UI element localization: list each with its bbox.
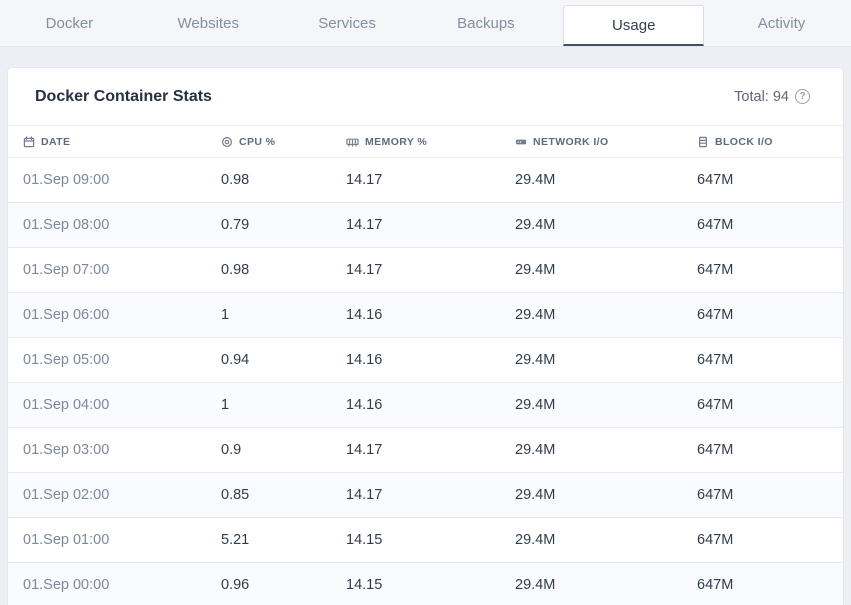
table-header: DATE CPU % MEMORY % NETWORK I/O BLOCK I/… [8, 125, 843, 158]
table-body: 01.Sep 09:00 0.98 14.17 29.4M 647M 01.Sep 08:… [8, 158, 843, 605]
cell-block-i-o: 647M [697, 307, 734, 323]
tab-label: Activity [757, 14, 806, 32]
cell-network-i-o: 29.4M [515, 442, 556, 458]
column-header-cpu: CPU % [221, 136, 346, 148]
tab-services[interactable]: Services [278, 0, 417, 46]
cell-memory: 14.15 [346, 577, 383, 593]
cell-network-i-o: 29.4M [515, 307, 556, 323]
cell-date: 01.Sep 09:00 [23, 172, 110, 188]
cell-network-i-o: 29.4M [515, 217, 556, 233]
cell-block-i-o: 647M [697, 262, 734, 278]
cell-date: 01.Sep 04:00 [23, 397, 110, 413]
cell-cpu: 0.85 [221, 487, 250, 503]
cell-cpu: 0.98 [221, 172, 250, 188]
cell-memory: 14.17 [346, 442, 383, 458]
cell-date: 01.Sep 08:00 [23, 217, 110, 233]
column-label: NETWORK I/O [533, 135, 609, 148]
cell-memory: 14.17 [346, 262, 383, 278]
column-label: DATE [41, 135, 71, 148]
cell-memory: 14.16 [346, 352, 383, 368]
column-label: BLOCK I/O [715, 135, 773, 148]
tab-label: Usage [612, 16, 656, 34]
cell-cpu: 0.79 [221, 217, 250, 233]
cell-date: 01.Sep 00:00 [23, 577, 110, 593]
cell-cpu: 5.21 [221, 532, 250, 548]
tab-label: Websites [177, 14, 239, 32]
tab-label: Backups [457, 14, 515, 32]
cell-network-i-o: 29.4M [515, 577, 556, 593]
tab-docker[interactable]: Docker [0, 0, 139, 46]
cell-block-i-o: 647M [697, 532, 734, 548]
table-row: 01.Sep 04:00 1 14.16 29.4M 647M [8, 383, 843, 428]
cell-cpu: 0.9 [221, 442, 242, 458]
stats-card: Docker Container Stats Total: 94 ? DATE … [8, 68, 843, 605]
tab-label: Docker [45, 14, 94, 32]
tab-bar: Docker Websites Services Backups Usage Activi… [0, 0, 851, 47]
tab-backups[interactable]: Backups [416, 0, 555, 46]
table-row: 01.Sep 00:00 0.96 14.15 29.4M 647M [8, 563, 843, 605]
block-icon [697, 136, 709, 148]
cell-network-i-o: 29.4M [515, 172, 556, 188]
network-icon [515, 136, 527, 148]
tab-label: Services [318, 14, 376, 32]
question-circle-icon[interactable]: ? [795, 89, 810, 104]
tab-websites[interactable]: Websites [139, 0, 278, 46]
cell-block-i-o: 647M [697, 217, 734, 233]
column-label: CPU % [239, 135, 276, 148]
table-row: 01.Sep 08:00 0.79 14.17 29.4M 647M [8, 203, 843, 248]
cell-date: 01.Sep 06:00 [23, 307, 110, 323]
cell-date: 01.Sep 01:00 [23, 532, 110, 548]
table-row: 01.Sep 07:00 0.98 14.17 29.4M 647M [8, 248, 843, 293]
column-header-memory: MEMORY % [346, 136, 515, 148]
calendar-icon [23, 135, 35, 148]
total-label: Total: 94 [734, 88, 789, 105]
card-header: Docker Container Stats Total: 94 ? [8, 68, 843, 125]
cell-cpu: 0.96 [221, 577, 250, 593]
cell-date: 01.Sep 07:00 [23, 262, 110, 278]
cell-cpu: 0.94 [221, 352, 250, 368]
table-row: 01.Sep 06:00 1 14.16 29.4M 647M [8, 293, 843, 338]
cell-network-i-o: 29.4M [515, 352, 556, 368]
cell-network-i-o: 29.4M [515, 532, 556, 548]
column-header-date: DATE [23, 136, 221, 148]
cell-memory: 14.16 [346, 307, 383, 323]
cell-block-i-o: 647M [697, 487, 734, 503]
cell-memory: 14.15 [346, 532, 383, 548]
table-row: 01.Sep 09:00 0.98 14.17 29.4M 647M [8, 158, 843, 203]
cell-network-i-o: 29.4M [515, 397, 556, 413]
memory-icon [346, 136, 359, 148]
tab-activity[interactable]: Activity [712, 0, 851, 46]
cpu-icon [221, 136, 233, 148]
cell-memory: 14.17 [346, 217, 383, 233]
cell-block-i-o: 647M [697, 442, 734, 458]
cell-block-i-o: 647M [697, 397, 734, 413]
column-header-block-i-o: BLOCK I/O [697, 136, 843, 148]
column-header-network-i-o: NETWORK I/O [515, 136, 697, 148]
cell-cpu: 0.98 [221, 262, 250, 278]
cell-memory: 14.17 [346, 487, 383, 503]
cell-memory: 14.17 [346, 172, 383, 188]
total-count: Total: 94 ? [734, 89, 810, 105]
table-row: 01.Sep 02:00 0.85 14.17 29.4M 647M [8, 473, 843, 518]
table-row: 01.Sep 01:00 5.21 14.15 29.4M 647M [8, 518, 843, 563]
page-title: Docker Container Stats [35, 87, 212, 105]
cell-block-i-o: 647M [697, 172, 734, 188]
cell-network-i-o: 29.4M [515, 262, 556, 278]
cell-block-i-o: 647M [697, 577, 734, 593]
table-row: 01.Sep 03:00 0.9 14.17 29.4M 647M [8, 428, 843, 473]
cell-date: 01.Sep 05:00 [23, 352, 110, 368]
cell-block-i-o: 647M [697, 352, 734, 368]
cell-date: 01.Sep 03:00 [23, 442, 110, 458]
cell-network-i-o: 29.4M [515, 487, 556, 503]
cell-memory: 14.16 [346, 397, 383, 413]
cell-cpu: 1 [221, 307, 230, 323]
cell-date: 01.Sep 02:00 [23, 487, 110, 503]
column-label: MEMORY % [365, 135, 428, 148]
cell-cpu: 1 [221, 397, 230, 413]
table-row: 01.Sep 05:00 0.94 14.16 29.4M 647M [8, 338, 843, 383]
tab-usage[interactable]: Usage [563, 5, 705, 46]
